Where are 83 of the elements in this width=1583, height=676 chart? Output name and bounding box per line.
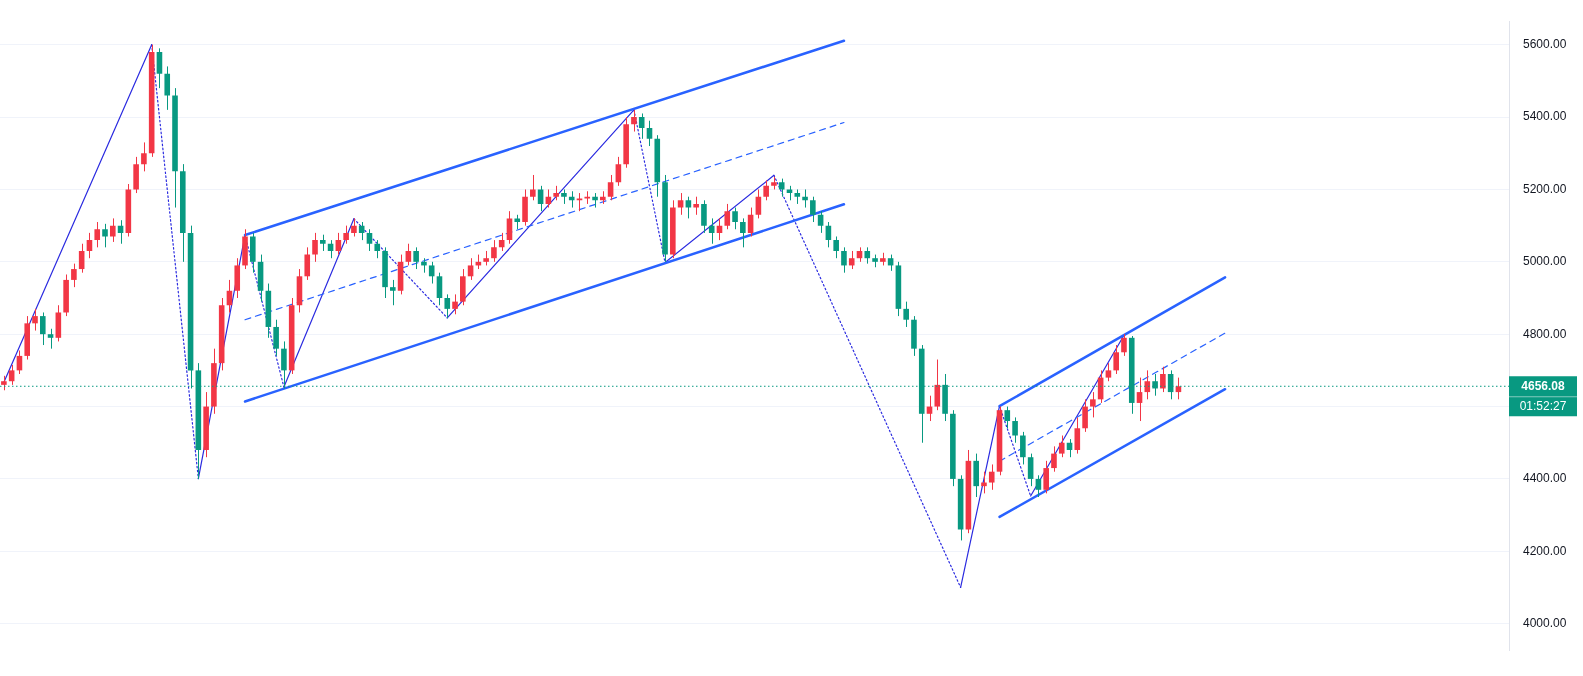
- candlestick: [1004, 406, 1011, 429]
- candlestick: [1043, 460, 1049, 494]
- candlestick: [156, 47, 163, 89]
- candlestick: [32, 308, 38, 332]
- candlestick: [102, 223, 108, 248]
- y-tick-label: 5000.00: [1523, 254, 1567, 269]
- candlestick: [71, 263, 77, 288]
- candlestick: [1012, 416, 1018, 444]
- candlestick: [903, 301, 909, 328]
- y-tick-label: 4800.00: [1523, 326, 1567, 341]
- candlestick: [817, 210, 824, 234]
- candlestick: [701, 199, 707, 234]
- candlestick: [607, 174, 614, 201]
- candlestick: [934, 359, 941, 411]
- ref-line-label: 4656.08: [1521, 378, 1566, 393]
- candlestick: [537, 185, 544, 212]
- candlestick: [848, 250, 855, 270]
- candlestick: [366, 228, 373, 252]
- candlestick: [8, 364, 15, 386]
- candlestick: [390, 279, 396, 306]
- candlestick: [39, 311, 46, 346]
- y-tick-label: 4000.00: [1523, 615, 1567, 630]
- candlestick: [273, 319, 279, 357]
- candlestick: [1082, 398, 1088, 433]
- candlestick: [498, 232, 505, 252]
- candlestick: [1113, 344, 1119, 375]
- y-tick-label: 5200.00: [1523, 181, 1567, 196]
- y-tick-label: 5400.00: [1523, 109, 1567, 124]
- candlestick: [1136, 377, 1143, 422]
- candlestick: [428, 261, 435, 285]
- candlestick: [304, 246, 311, 281]
- candlestick: [47, 328, 54, 350]
- candlestick: [491, 239, 497, 263]
- candlestick: [164, 65, 171, 111]
- candlestick: [646, 120, 653, 147]
- candlestick: [1027, 453, 1034, 487]
- text: 01:52:27: [1519, 398, 1567, 413]
- y-tick-label: 5600.00: [1523, 37, 1567, 52]
- candlestick: [708, 217, 715, 245]
- candlestick: [981, 471, 987, 494]
- candlestick: [724, 203, 731, 230]
- candlestick: [335, 232, 342, 256]
- candlestick: [444, 293, 451, 319]
- y-tick-label: 4400.00: [1523, 471, 1567, 486]
- candlestick: [1035, 474, 1042, 498]
- candlestick: [841, 246, 847, 274]
- candlestick: [94, 221, 101, 248]
- candlestick: [638, 112, 645, 140]
- candlestick: [506, 210, 513, 245]
- candlestick: [351, 217, 357, 237]
- y-tick-label: 4200.00: [1523, 543, 1567, 558]
- candlestick: [1074, 416, 1081, 455]
- candlestick: [631, 109, 637, 133]
- candlestick: [413, 246, 419, 270]
- candlestick: [778, 178, 785, 198]
- candlestick: [109, 217, 116, 243]
- candlestick: [312, 232, 318, 263]
- candlestick: [693, 196, 699, 216]
- candlestick: [1090, 391, 1096, 418]
- candlestick: [467, 257, 474, 281]
- candlestick: [405, 243, 412, 266]
- candlestick: [86, 232, 93, 259]
- candlestick: [833, 235, 839, 259]
- candlestick: [732, 207, 738, 230]
- candlestick: [1105, 362, 1112, 382]
- candlestick: [1020, 431, 1026, 465]
- candlestick: [1160, 366, 1166, 393]
- candlestick: [802, 188, 808, 209]
- candlestick: [1058, 435, 1065, 458]
- candlestick: [740, 217, 746, 248]
- candlestick: [1121, 333, 1127, 357]
- candlestick: [436, 272, 443, 306]
- candlestick: [988, 463, 995, 491]
- candlestick: [141, 141, 147, 172]
- candlestick: [374, 239, 381, 259]
- candlestick: [763, 179, 769, 201]
- candlestick: [343, 225, 349, 245]
- candlestick: [810, 196, 816, 223]
- candlestick: [530, 174, 536, 201]
- candlestick: [1051, 445, 1057, 473]
- candlestick: [685, 196, 692, 219]
- candlestick: [677, 192, 684, 216]
- candlestick: [452, 293, 458, 315]
